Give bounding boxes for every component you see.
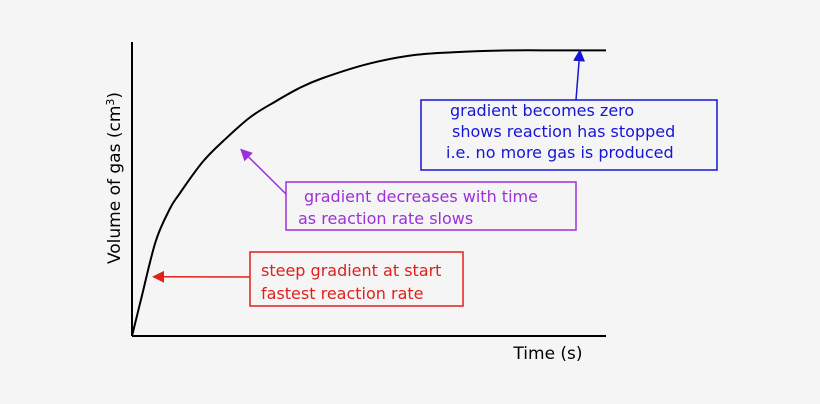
gradient-zero-line-2: shows reaction has stopped [452,122,675,141]
gradient-zero-line-3: i.e. no more gas is produced [446,143,674,162]
gradient-zero-line-1: gradient becomes zero [450,101,634,120]
gradient-zero-arrow [573,49,586,101]
y-axis-label: Volume of gas (cm3) [104,92,126,264]
steep-gradient-box [249,251,464,307]
data-series-line [131,49,606,337]
gradient-decreases-arrow [240,148,287,195]
steep-gradient-line-1: steep gradient at start [261,261,441,280]
y-axis-label-close: ) [105,92,125,99]
gradient-decreases-line-2: as reaction rate slows [298,209,473,228]
y-axis-label-sup: 3 [104,99,117,106]
gradient-zero-box [420,99,718,171]
steep-gradient-line-2: fastest reaction rate [261,284,424,303]
gradient-decreases-line-1: gradient decreases with time [304,187,538,206]
y-axis-label-main: Volume of gas (cm [105,106,125,264]
gradient-decreases-box [285,181,577,231]
x-axis-label: Time (s) [512,344,582,364]
